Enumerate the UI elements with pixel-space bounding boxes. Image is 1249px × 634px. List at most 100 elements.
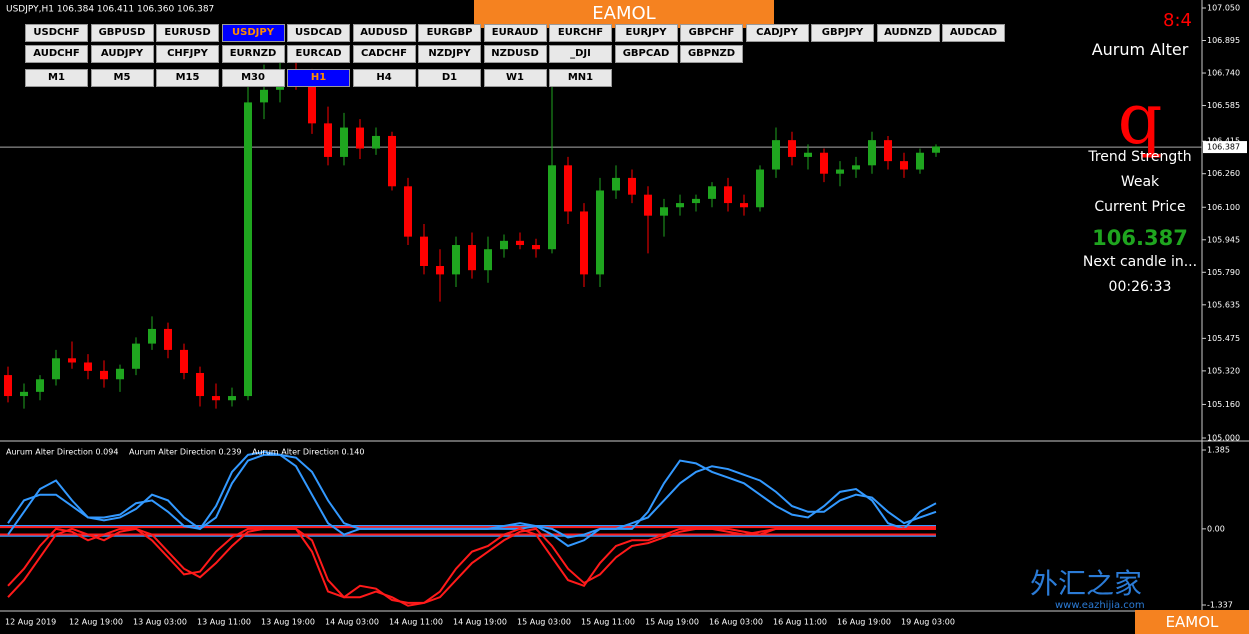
legend-entry: Aurum Alter Direction 0.140 [252, 448, 364, 457]
button[interactable]: AUDNZD [876, 24, 940, 42]
candle-body [868, 140, 876, 166]
candle-body [180, 349, 188, 373]
candle-body [756, 169, 764, 208]
x-tick-label: 16 Aug 11:00 [773, 618, 827, 627]
candle-body [788, 140, 796, 157]
button[interactable]: D1 [418, 69, 481, 87]
button[interactable]: AUDJPY [90, 45, 154, 63]
button[interactable]: M15 [156, 69, 219, 87]
button[interactable]: M30 [221, 69, 285, 87]
candle-body [628, 177, 636, 195]
x-tick-label: 13 Aug 03:00 [133, 618, 187, 627]
legend-entry: Aurum Alter Direction 0.094 [6, 448, 118, 457]
button[interactable]: MN1 [549, 69, 612, 87]
indicator-line [7, 527, 936, 607]
y-tick-label: 105.790 [1207, 268, 1240, 277]
y-tick-label: 106.740 [1207, 69, 1240, 78]
y-tick-label: 106.100 [1207, 203, 1240, 212]
button[interactable]: GBPCAD [614, 45, 678, 63]
y-tick-label: 1.385 [1207, 446, 1230, 455]
candle-body [420, 236, 428, 266]
button[interactable]: USDCAD [287, 24, 350, 42]
button[interactable]: CADJPY [745, 24, 809, 42]
candle-body [52, 358, 60, 380]
candle-body [500, 240, 508, 250]
y-tick-label: 105.635 [1207, 300, 1240, 309]
button[interactable]: EURJPY [614, 24, 678, 42]
candle-body [116, 368, 124, 380]
trend: Weak [1120, 174, 1160, 190]
button[interactable]: NZDJPY [418, 45, 481, 63]
button[interactable]: M5 [90, 69, 154, 87]
candle-body [772, 140, 780, 170]
candle-body [260, 89, 268, 103]
candle-body [916, 152, 924, 170]
y-tick-label: -1.337 [1207, 601, 1233, 610]
candle-body [148, 328, 156, 344]
y-tick-label: 106.585 [1207, 101, 1240, 110]
button[interactable]: EURAUD [483, 24, 547, 42]
x-tick-label: 12 Aug 19:00 [69, 618, 123, 627]
button[interactable]: EURUSD [156, 24, 219, 42]
candle-body [676, 203, 684, 208]
button[interactable]: GBPNZD [680, 45, 743, 63]
x-tick-label: 14 Aug 11:00 [389, 618, 443, 627]
candle-body [580, 211, 588, 275]
button[interactable]: USDCHF [25, 24, 88, 42]
symbol-info: USDJPY,H1 106.384 106.411 106.360 106.38… [6, 5, 214, 15]
button[interactable]: EURNZD [221, 45, 285, 63]
button[interactable]: _DJI [549, 45, 612, 63]
candle-body [244, 102, 252, 397]
candle-body [740, 203, 748, 208]
button[interactable]: GBPJPY [811, 24, 874, 42]
candle-body [324, 123, 332, 157]
indicator-line [7, 527, 936, 604]
indicator-line [7, 453, 937, 539]
button[interactable]: EURCAD [287, 45, 350, 63]
x-tick-label: 14 Aug 03:00 [325, 618, 379, 627]
button[interactable]: AUDCHF [25, 45, 88, 63]
button[interactable]: GBPCHF [680, 24, 743, 42]
ratio: 8:4 [1163, 10, 1192, 31]
y-tick-label: 107.050 [1207, 4, 1240, 13]
button[interactable]: CHFJPY [156, 45, 219, 63]
price: 106.387 [1092, 226, 1188, 250]
price-label: Current Price [1094, 199, 1186, 215]
button[interactable]: AUDUSD [352, 24, 416, 42]
y-tick-label: 105.945 [1207, 235, 1240, 244]
y-tick-label: 106.895 [1207, 36, 1240, 45]
candle-body [356, 127, 364, 149]
candle-body [804, 152, 812, 157]
candle-body [164, 328, 172, 350]
button[interactable]: EURGBP [418, 24, 481, 42]
x-tick-label: 12 Aug 2019 [5, 618, 56, 627]
candle-body [68, 358, 76, 363]
button[interactable]: AUDCAD [942, 24, 1005, 42]
candle-body [20, 391, 28, 397]
candle-body [644, 194, 652, 216]
watermark-cn: 外汇之家 [1030, 567, 1143, 600]
candle-body [516, 240, 524, 246]
candle-body [692, 198, 700, 204]
candle-body [308, 81, 316, 124]
button[interactable]: EURCHF [549, 24, 612, 42]
x-tick-label: 19 Aug 03:00 [901, 618, 955, 627]
panel-name: Aurum Alter [1091, 40, 1189, 59]
button[interactable]: H1 [287, 69, 350, 87]
button[interactable]: H4 [352, 69, 416, 87]
price-tag [1203, 141, 1247, 154]
button[interactable]: M1 [25, 69, 88, 87]
button[interactable]: GBPUSD [90, 24, 154, 42]
brand: EAMOL [1135, 610, 1249, 634]
candle-body [548, 165, 556, 250]
candle-body [4, 375, 12, 397]
button[interactable]: CADCHF [352, 45, 416, 63]
y-tick-label: 0.00 [1207, 524, 1225, 533]
button[interactable]: USDJPY [221, 24, 285, 42]
x-tick-label: 15 Aug 11:00 [581, 618, 635, 627]
button[interactable]: NZDUSD [483, 45, 547, 63]
x-tick-label: 16 Aug 19:00 [837, 618, 891, 627]
candle-body [596, 190, 604, 275]
button[interactable]: W1 [483, 69, 547, 87]
